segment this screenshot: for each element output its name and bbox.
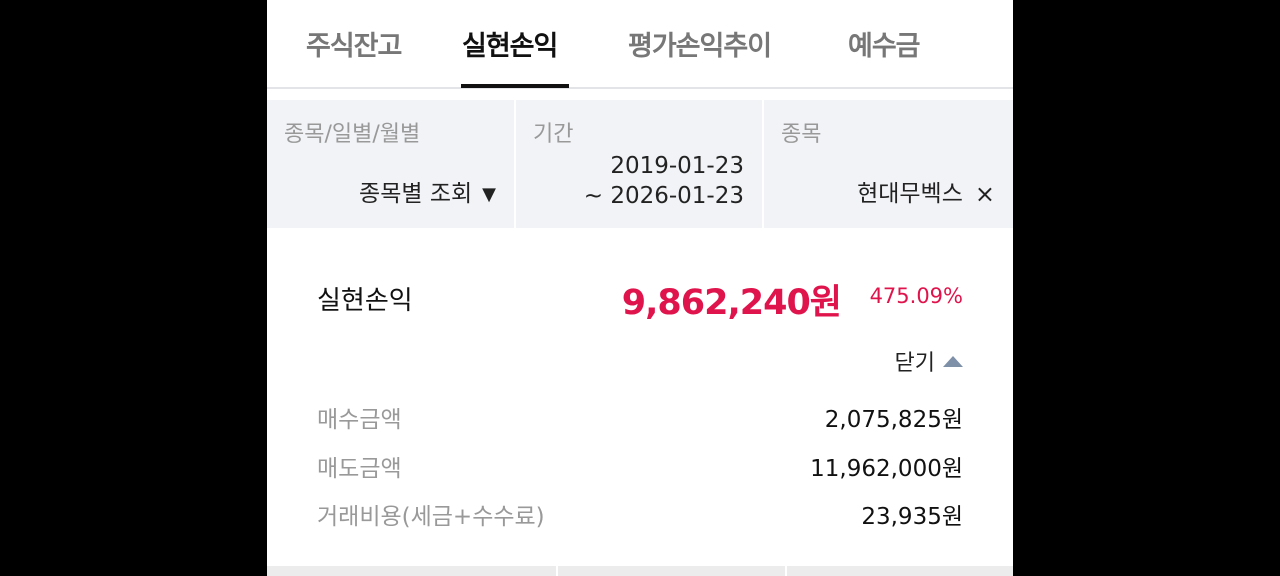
filter-type[interactable]: 종목/일별/월별 종목별 조회 ▼ <box>267 100 516 228</box>
filter-period-start: 2019-01-23 <box>610 153 744 179</box>
collapse-button[interactable]: 닫기 <box>895 345 963 377</box>
detail-label: 매도금액 <box>317 456 402 482</box>
tab-valuation-trend[interactable]: 평가손익추이 <box>628 31 772 62</box>
detail-row: 매수금액 2,075,825원 <box>317 400 963 436</box>
realized-profit-amount: 9,862,240원 <box>621 283 842 323</box>
tab-stock-balance[interactable]: 주식잔고 <box>306 31 402 62</box>
filter-type-dropdown[interactable]: 종목별 조회 ▼ <box>359 180 496 209</box>
detail-value: 11,962,000원 <box>810 456 963 482</box>
collapse-label: 닫기 <box>894 351 935 376</box>
detail-label: 거래비용(세금+수수료) <box>317 504 545 530</box>
filter-stock-value: 현대무벡스 <box>857 181 963 207</box>
filter-type-value: 종목별 조회 <box>359 181 473 207</box>
detail-label: 매수금액 <box>317 407 402 433</box>
bottom-cell <box>787 566 1013 576</box>
filter-period-end: ~ 2026-01-23 <box>583 183 744 209</box>
filter-stock-label: 종목 <box>781 122 822 147</box>
caret-down-icon: ▼ <box>482 184 496 205</box>
tab-deposit[interactable]: 예수금 <box>848 31 921 62</box>
detail-value: 23,935원 <box>861 504 963 530</box>
realized-profit-panel: 주식잔고 실현손익 평가손익추이 예수금 종목/일별/월별 종목별 조회 ▼ 기… <box>267 0 1013 576</box>
detail-row: 거래비용(세금+수수료) 23,935원 <box>317 497 963 533</box>
filter-period[interactable]: 기간 2019-01-23 ~ 2026-01-23 <box>516 100 764 228</box>
tab-bar: 주식잔고 실현손익 평가손익추이 예수금 <box>267 0 1013 89</box>
filter-period-label: 기간 <box>533 122 574 147</box>
bottom-cell <box>558 566 785 576</box>
filter-type-label: 종목/일별/월별 <box>284 122 421 147</box>
realized-profit-rate: 475.09% <box>869 284 963 308</box>
tab-realized-profit[interactable]: 실현손익 <box>462 31 558 62</box>
bottom-cell <box>267 566 556 576</box>
active-tab-indicator <box>461 84 569 88</box>
detail-value: 2,075,825원 <box>824 407 963 433</box>
clear-icon[interactable]: × <box>974 180 995 208</box>
detail-row: 매도금액 11,962,000원 <box>317 449 963 485</box>
summary-label: 실현손익 <box>317 286 413 316</box>
filter-stock[interactable]: 종목 현대무벡스 × <box>764 100 1013 228</box>
filter-bar: 종목/일별/월별 종목별 조회 ▼ 기간 2019-01-23 ~ 2026-0… <box>267 100 1013 228</box>
caret-up-icon <box>943 355 963 367</box>
